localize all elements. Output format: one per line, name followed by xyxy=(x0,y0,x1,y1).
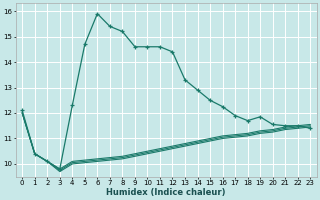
X-axis label: Humidex (Indice chaleur): Humidex (Indice chaleur) xyxy=(107,188,226,197)
